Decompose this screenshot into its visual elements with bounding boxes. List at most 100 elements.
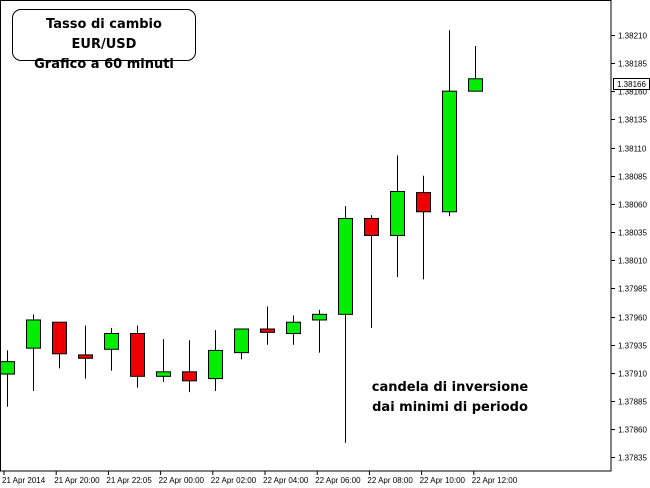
y-tick-label: 1.38035 [618, 229, 647, 238]
y-tick: 1.38210 [611, 32, 647, 41]
current-price-label: 1.38166 [617, 80, 646, 89]
candle-body [130, 332, 145, 377]
y-axis-ticks: 1.38210 1.38185 1.38160 1.38135 1.38110 1.380… [611, 32, 647, 463]
x-tick: 22 Apr 04:00 [263, 471, 309, 485]
y-tick: 1.38110 [611, 145, 647, 154]
candle-body [78, 354, 93, 359]
candle [78, 325, 93, 379]
x-tick-label: 22 Apr 00:00 [159, 476, 205, 485]
candle-body [52, 321, 67, 355]
candle-body [234, 328, 249, 354]
candle [286, 315, 301, 345]
y-tick: 1.38085 [611, 173, 647, 182]
y-tick-label: 1.38135 [618, 116, 647, 125]
y-tick: 1.38010 [611, 257, 647, 266]
candle [182, 340, 197, 393]
candle [390, 155, 405, 278]
x-tick: 21 Apr 2014 [2, 471, 46, 485]
y-tick-label: 1.37835 [618, 454, 647, 463]
chart-title-box: Tasso di cambio EUR/USD Grafico a 60 min… [12, 9, 196, 72]
candle-body [156, 371, 171, 377]
candle [104, 327, 119, 371]
y-tick-label: 1.38160 [618, 88, 647, 97]
y-tick: 1.37910 [611, 370, 647, 379]
annotation-line-1: candela di inversione [371, 380, 529, 395]
candle [234, 328, 249, 360]
candle-body [104, 332, 119, 350]
current-price-marker: 1.38166 [613, 78, 650, 90]
candle [312, 309, 327, 353]
candle-body [338, 218, 353, 315]
y-tick: 1.37835 [611, 454, 647, 463]
x-tick: 22 Apr 02:00 [211, 471, 257, 485]
candles [0, 30, 483, 443]
y-tick: 1.37935 [611, 342, 647, 351]
y-tick-label: 1.38110 [618, 145, 647, 154]
candle-body [0, 361, 15, 375]
candle [416, 175, 431, 280]
candle-body [182, 371, 197, 382]
reversal-annotation: candela di inversione dai minimi di peri… [370, 378, 530, 418]
candle-body [416, 192, 431, 213]
candle [468, 46, 483, 92]
y-tick: 1.37985 [611, 285, 647, 294]
x-tick-label: 21 Apr 20:00 [54, 476, 100, 485]
x-tick: 22 Apr 06:00 [315, 471, 361, 485]
y-tick-label: 1.38085 [618, 173, 647, 182]
candle [338, 206, 353, 443]
chart-subtitle: Grafico a 60 minuti [34, 57, 174, 72]
candle [130, 325, 145, 388]
x-tick: 22 Apr 08:00 [367, 471, 413, 485]
y-tick-label: 1.37960 [618, 314, 647, 323]
x-tick: 21 Apr 20:00 [54, 471, 100, 485]
x-tick: 22 Apr 00:00 [159, 471, 205, 485]
candle [364, 215, 379, 328]
y-tick: 1.37885 [611, 398, 647, 407]
plot-border [0, 0, 612, 472]
x-tick-label: 22 Apr 10:00 [420, 476, 466, 485]
x-tick-label: 21 Apr 2014 [2, 476, 46, 485]
y-tick: 1.37960 [611, 314, 647, 323]
x-tick-label: 22 Apr 04:00 [263, 476, 309, 485]
x-tick: 22 Apr 12:00 [472, 471, 518, 485]
x-axis-ticks: 21 Apr 2014 21 Apr 20:00 21 Apr 22:05 22 Ap… [2, 471, 518, 485]
candle-body [390, 190, 405, 236]
y-tick-label: 1.37910 [618, 370, 647, 379]
candle-body [286, 321, 301, 334]
current-price: 1.38166 [613, 78, 650, 90]
candle [156, 339, 171, 382]
y-tick: 1.38035 [611, 229, 647, 238]
candle-body [364, 218, 379, 236]
annotation-line-2: dai minimi di periodo [372, 400, 528, 415]
y-tick-label: 1.38185 [618, 60, 647, 69]
x-tick-label: 22 Apr 08:00 [367, 476, 413, 485]
y-tick: 1.38160 [611, 88, 647, 97]
candle [26, 314, 41, 391]
chart-title: Tasso di cambio EUR/USD [46, 17, 162, 52]
candle-body [312, 313, 327, 321]
candle [208, 330, 223, 391]
x-tick-label: 21 Apr 22:05 [106, 476, 152, 485]
candle-body [260, 328, 275, 333]
y-tick: 1.38135 [611, 116, 647, 125]
x-tick-label: 22 Apr 12:00 [472, 476, 518, 485]
candle-body [208, 349, 223, 380]
y-tick: 1.38185 [611, 60, 647, 69]
x-tick-label: 22 Apr 02:00 [211, 476, 257, 485]
candle-body [26, 319, 41, 349]
candle-body [468, 78, 483, 92]
y-tick-label: 1.38210 [618, 32, 647, 41]
y-tick-label: 1.37985 [618, 285, 647, 294]
y-tick: 1.38060 [611, 201, 647, 210]
y-tick-label: 1.37885 [618, 398, 647, 407]
x-tick-label: 22 Apr 06:00 [315, 476, 361, 485]
y-tick: 1.37860 [611, 426, 647, 435]
y-tick-label: 1.38010 [618, 257, 647, 266]
y-tick-label: 1.38060 [618, 201, 647, 210]
x-tick: 21 Apr 22:05 [106, 471, 152, 485]
candle [260, 306, 275, 345]
candle [52, 321, 67, 369]
candle [0, 350, 15, 407]
y-tick-label: 1.37860 [618, 426, 647, 435]
